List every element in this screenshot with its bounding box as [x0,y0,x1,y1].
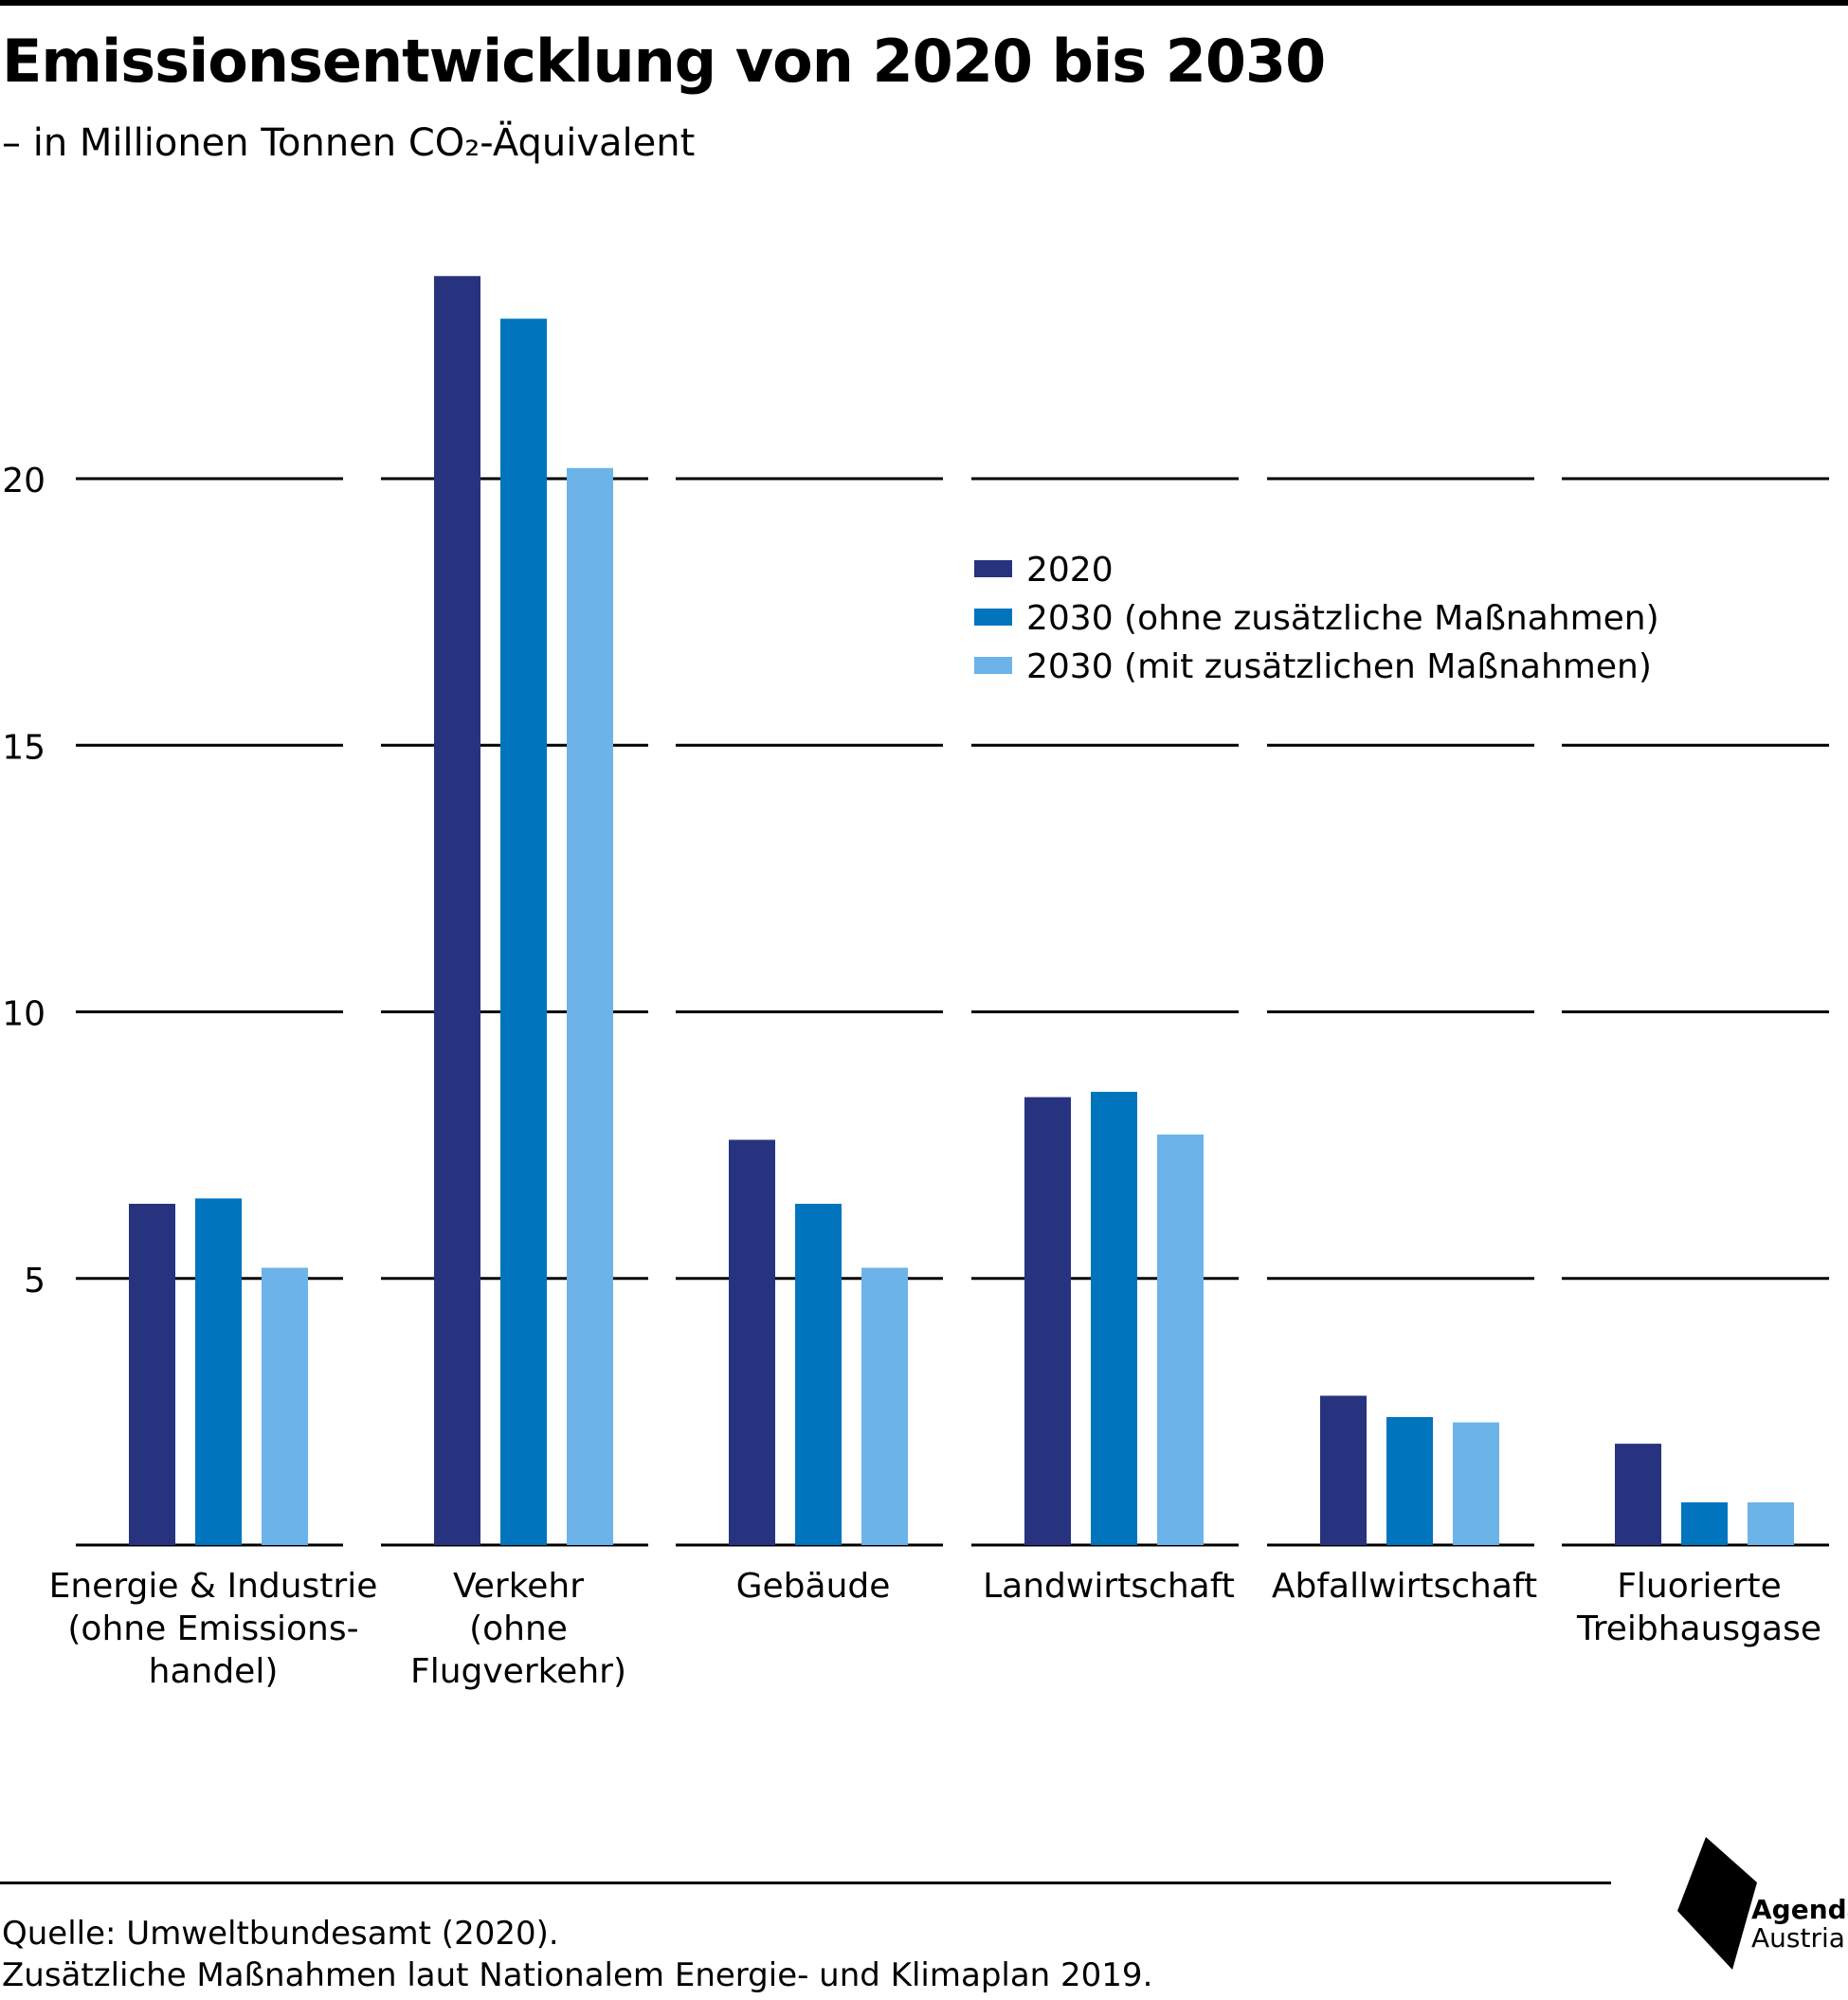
x-category-label: Gebäude [736,1567,891,1606]
bar [195,1198,242,1545]
bar [729,1139,775,1545]
x-category-label: Energie & Industrie [49,1567,378,1606]
x-category-label: Landwirtschaft [983,1567,1235,1606]
agenda-austria-logo-icon [1677,1837,1757,1970]
bar [1615,1444,1661,1545]
bar [500,318,547,1545]
bar [1681,1502,1728,1545]
bar [1320,1395,1367,1545]
bar-chart: 5 10 15 20 Energie & Industrie(ohne Emission… [2,276,1829,1691]
source-line-2: Zusätzliche Maßnahmen laut Nationalem En… [2,1956,1153,1994]
source-line-1: Quelle: Umweltbundesamt (2020). [2,1915,559,1953]
bar [129,1204,175,1545]
bar [262,1267,308,1545]
y-tick-label: 10 [2,995,45,1034]
legend-label: 2020 [1026,551,1114,590]
legend-swatch [974,609,1012,626]
chart-title: Emissionsentwicklung von 2020 bis 2030 [2,27,1326,96]
x-category-label: Fluorierte [1617,1567,1782,1606]
legend-label: 2030 (ohne zusätzliche Maßnahmen) [1026,599,1659,638]
y-tick-label: 5 [24,1262,45,1300]
bar [795,1204,842,1545]
footer-rule [0,1882,1611,1884]
bar [1386,1417,1433,1545]
legend-swatch [974,657,1012,674]
logo-text-austria: Austria [1751,1922,1845,1954]
legend-label: 2030 (mit zusätzlichen Maßnahmen) [1026,647,1652,686]
logo-text-agenda: Agenda [1751,1894,1848,1925]
bar [1024,1097,1071,1545]
chart-subtitle: – in Millionen Tonnen CO₂-Äquivalent [2,121,696,165]
x-category-label: (ohne [469,1609,568,1648]
bar [1453,1422,1499,1545]
bar [1748,1502,1794,1545]
bar [861,1267,908,1545]
y-tick-label: 15 [2,728,45,767]
x-category-label: Verkehr [453,1567,584,1606]
bar [1157,1134,1204,1545]
x-category-label: Abfallwirtschaft [1272,1567,1537,1606]
y-tick-label: 20 [2,462,45,500]
top-rule [0,0,1848,6]
bar [567,467,613,1545]
bar [1091,1091,1137,1545]
bar [434,276,480,1545]
x-category-label: (ohne Emissions- [67,1609,358,1648]
x-category-label: Flugverkehr) [410,1652,626,1691]
x-category-label: handel) [149,1652,279,1691]
source-note: Quelle: Umweltbundesamt (2020). Zusätzli… [2,1913,1152,1996]
x-category-label: Treibhausgase [1576,1609,1821,1648]
legend-swatch [974,560,1012,577]
